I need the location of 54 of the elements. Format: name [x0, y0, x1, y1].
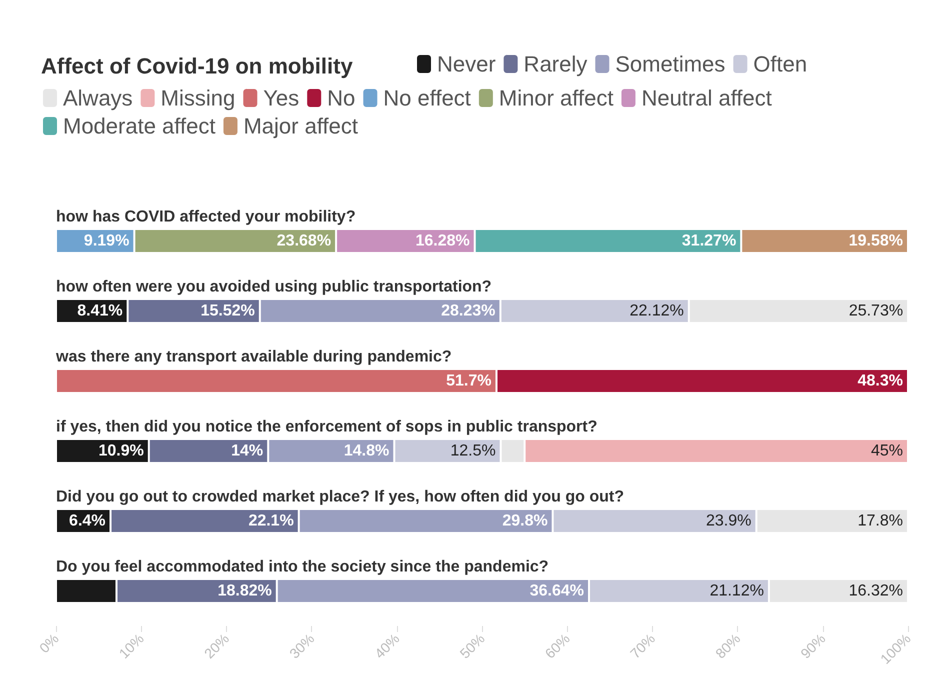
data-label: 36.64% [530, 582, 584, 600]
data-label: 19.58% [848, 232, 903, 250]
x-tick-label: 30% [286, 630, 318, 662]
data-label: 51.7% [446, 372, 492, 390]
data-label: 6.4% [69, 512, 106, 530]
data-label: 22.1% [248, 512, 294, 530]
legend-label: Minor affect [498, 86, 614, 110]
legend-label: Missing [160, 86, 236, 110]
y-tick-label: Did you go out to crowded market place? If yes, how often did you go out? [56, 488, 624, 506]
data-label: 48.3% [858, 372, 903, 390]
x-tick-label: 90% [797, 630, 828, 662]
y-tick-label: was there any transport available during pandemic? [55, 348, 452, 366]
data-label: 29.8% [502, 512, 548, 530]
legend-label: No effect [383, 86, 471, 110]
data-label: 22.12% [630, 302, 684, 320]
data-label: 18.82% [218, 582, 272, 600]
data-label: 23.68% [276, 232, 332, 250]
legend-label: No [327, 86, 356, 110]
legend-label: Yes [263, 86, 300, 110]
data-label: 28.23% [441, 302, 496, 320]
data-label: 14.8% [344, 442, 390, 460]
x-tick-label: 40% [371, 630, 402, 662]
y-tick-label: how has COVID affected your mobility? [56, 208, 356, 226]
x-tick-label: 60% [542, 630, 573, 662]
legend-label: Moderate affect [63, 114, 216, 138]
legend-label: Major affect [243, 114, 358, 138]
data-label: 17.8% [858, 512, 903, 530]
x-tick-label: 50% [456, 630, 488, 662]
y-tick-label: how often were you avoided using public transportation? [56, 278, 492, 296]
data-label: 16.28% [415, 232, 470, 250]
data-label: 21.12% [710, 582, 764, 600]
data-label: 23.9% [706, 512, 752, 530]
legend-label: Often [753, 52, 808, 76]
data-label: 25.73% [848, 302, 904, 320]
data-label: 12.5% [450, 442, 496, 460]
data-label: 31.27% [682, 232, 736, 250]
x-tick-label: 80% [712, 630, 744, 662]
legend-label: Rarely [524, 52, 588, 76]
data-label: 9.19% [84, 232, 130, 250]
data-label: 10.9% [98, 442, 144, 460]
legend-title: Affect of Covid-19 on mobility [41, 54, 354, 78]
y-tick-label: Do you feel accommodated into the society since the pandemic? [56, 558, 549, 576]
x-tick-label: 0% [36, 630, 62, 656]
data-label: 16.32% [848, 582, 903, 600]
legend-label: Neutral affect [641, 86, 772, 110]
data-label: 14% [231, 442, 264, 460]
legend-label: Never [437, 52, 496, 76]
legend-label: Always [63, 86, 133, 110]
x-tick-label: 70% [626, 630, 658, 662]
data-label: 15.52% [200, 302, 255, 320]
data-label: 8.41% [77, 302, 123, 320]
data-label: 45% [870, 442, 903, 460]
legend-label: Sometimes [615, 52, 726, 76]
y-tick-label: if yes, then did you notice the enforcement of sops in public transport? [56, 418, 598, 436]
